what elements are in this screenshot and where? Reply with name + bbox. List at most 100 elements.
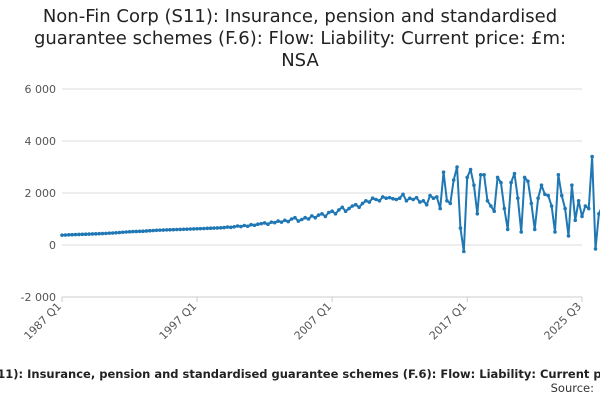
data-point[interactable] bbox=[208, 226, 213, 231]
data-point[interactable] bbox=[127, 229, 132, 234]
data-point[interactable] bbox=[543, 192, 547, 197]
data-point[interactable] bbox=[391, 196, 395, 201]
data-point[interactable] bbox=[397, 196, 402, 200]
data-point[interactable] bbox=[245, 224, 250, 229]
data-point[interactable] bbox=[492, 209, 497, 213]
data-point[interactable] bbox=[256, 222, 260, 226]
data-point[interactable] bbox=[110, 231, 115, 235]
data-point[interactable] bbox=[272, 220, 277, 225]
data-point[interactable] bbox=[482, 173, 486, 177]
data-point[interactable] bbox=[87, 232, 91, 236]
data-point[interactable] bbox=[161, 228, 166, 232]
data-point[interactable] bbox=[168, 227, 172, 232]
data-point[interactable] bbox=[147, 228, 152, 233]
data-point[interactable] bbox=[435, 195, 439, 199]
data-point[interactable] bbox=[80, 232, 85, 237]
data-point[interactable] bbox=[171, 227, 176, 232]
data-point[interactable] bbox=[539, 183, 544, 187]
data-point[interactable] bbox=[428, 193, 432, 198]
data-point[interactable] bbox=[451, 178, 456, 182]
data-point[interactable] bbox=[556, 173, 561, 177]
data-point[interactable] bbox=[593, 247, 598, 251]
data-point[interactable] bbox=[262, 221, 267, 225]
data-point[interactable] bbox=[266, 222, 270, 226]
data-point[interactable] bbox=[526, 179, 530, 184]
data-point[interactable] bbox=[445, 199, 449, 203]
data-point[interactable] bbox=[468, 167, 473, 172]
data-point[interactable] bbox=[553, 230, 557, 234]
data-point[interactable] bbox=[242, 223, 247, 228]
data-point[interactable] bbox=[205, 226, 209, 231]
data-point[interactable] bbox=[212, 226, 216, 230]
data-point[interactable] bbox=[337, 208, 341, 212]
data-point[interactable] bbox=[529, 201, 534, 206]
data-point[interactable] bbox=[218, 226, 223, 230]
data-point[interactable] bbox=[191, 227, 196, 231]
data-point[interactable] bbox=[100, 231, 105, 236]
data-point[interactable] bbox=[70, 232, 74, 237]
data-point[interactable] bbox=[188, 227, 193, 231]
data-point[interactable] bbox=[563, 206, 567, 211]
data-point[interactable] bbox=[559, 193, 564, 198]
data-point[interactable] bbox=[222, 225, 226, 230]
data-point[interactable] bbox=[144, 229, 149, 233]
data-point[interactable] bbox=[370, 196, 375, 200]
data-point[interactable] bbox=[181, 227, 186, 232]
data-point[interactable] bbox=[411, 197, 415, 202]
data-point[interactable] bbox=[407, 196, 412, 200]
data-point[interactable] bbox=[164, 228, 169, 232]
data-point[interactable] bbox=[502, 206, 507, 211]
data-point[interactable] bbox=[485, 199, 490, 203]
data-point[interactable] bbox=[566, 234, 571, 238]
data-point[interactable] bbox=[590, 154, 594, 159]
data-point[interactable] bbox=[131, 229, 135, 234]
data-point[interactable] bbox=[418, 200, 422, 204]
data-point[interactable] bbox=[465, 175, 469, 180]
data-point[interactable] bbox=[175, 227, 179, 232]
data-point[interactable] bbox=[350, 204, 355, 208]
data-point[interactable] bbox=[478, 173, 483, 177]
data-point[interactable] bbox=[232, 225, 237, 229]
data-point[interactable] bbox=[549, 204, 554, 208]
data-point[interactable] bbox=[252, 223, 257, 228]
data-point[interactable] bbox=[195, 226, 199, 231]
data-point[interactable] bbox=[97, 231, 101, 236]
data-point[interactable] bbox=[462, 249, 466, 254]
data-point[interactable] bbox=[441, 170, 446, 174]
data-point[interactable] bbox=[202, 226, 206, 231]
data-point[interactable] bbox=[235, 224, 240, 228]
data-point[interactable] bbox=[310, 214, 314, 218]
data-point[interactable] bbox=[394, 197, 399, 202]
data-point[interactable] bbox=[583, 204, 588, 208]
data-point[interactable] bbox=[546, 193, 551, 198]
data-point[interactable] bbox=[283, 218, 287, 223]
data-point[interactable] bbox=[374, 197, 378, 202]
data-point[interactable] bbox=[293, 215, 297, 220]
data-point[interactable] bbox=[326, 210, 331, 215]
data-point[interactable] bbox=[296, 219, 301, 223]
data-point[interactable] bbox=[576, 199, 581, 203]
data-point[interactable] bbox=[137, 229, 142, 234]
data-point[interactable] bbox=[489, 204, 493, 208]
data-point[interactable] bbox=[404, 199, 409, 203]
data-point[interactable] bbox=[120, 230, 125, 235]
data-point[interactable] bbox=[532, 227, 537, 232]
data-point[interactable] bbox=[117, 230, 122, 235]
data-point[interactable] bbox=[107, 231, 112, 235]
data-point[interactable] bbox=[424, 202, 429, 207]
data-point[interactable] bbox=[377, 199, 382, 203]
data-point[interactable] bbox=[387, 195, 392, 200]
data-point[interactable] bbox=[384, 196, 388, 200]
data-point[interactable] bbox=[380, 195, 385, 199]
data-point[interactable] bbox=[316, 213, 321, 217]
data-point[interactable] bbox=[299, 217, 304, 222]
data-point[interactable] bbox=[66, 233, 71, 237]
data-point[interactable] bbox=[93, 232, 98, 236]
data-point[interactable] bbox=[360, 201, 365, 206]
data-point[interactable] bbox=[154, 228, 159, 233]
data-point[interactable] bbox=[573, 218, 578, 223]
data-point[interactable] bbox=[347, 206, 351, 211]
data-point[interactable] bbox=[313, 215, 318, 220]
data-point[interactable] bbox=[320, 212, 324, 216]
data-point[interactable] bbox=[60, 233, 64, 237]
